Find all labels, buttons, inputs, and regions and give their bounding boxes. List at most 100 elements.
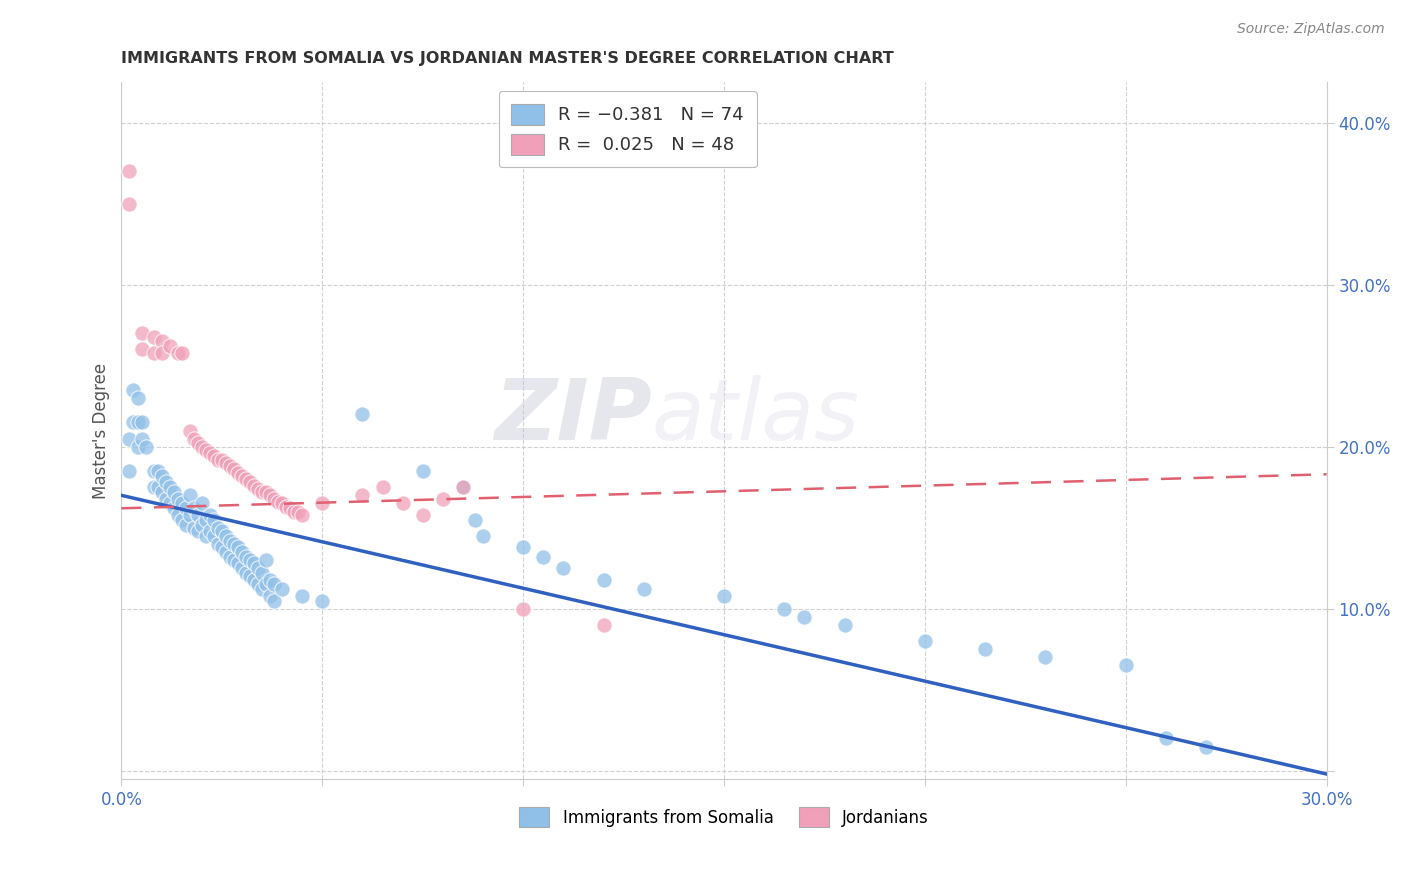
- Point: [219, 459, 242, 474]
- Point: [191, 496, 214, 510]
- Point: [713, 589, 735, 603]
- Point: [131, 326, 153, 341]
- Point: [127, 391, 149, 405]
- Point: [451, 480, 474, 494]
- Point: [271, 496, 294, 510]
- Text: atlas: atlas: [652, 375, 859, 458]
- Point: [231, 561, 253, 575]
- Point: [235, 472, 257, 486]
- Point: [263, 593, 285, 607]
- Legend: Immigrants from Somalia, Jordanians: Immigrants from Somalia, Jordanians: [513, 801, 935, 833]
- Point: [215, 545, 238, 559]
- Point: [259, 589, 281, 603]
- Point: [247, 482, 270, 496]
- Point: [773, 601, 796, 615]
- Point: [592, 618, 614, 632]
- Point: [226, 540, 249, 554]
- Point: [291, 589, 314, 603]
- Point: [267, 495, 290, 509]
- Point: [150, 469, 173, 483]
- Text: Source: ZipAtlas.com: Source: ZipAtlas.com: [1237, 22, 1385, 37]
- Point: [122, 383, 145, 397]
- Point: [191, 517, 214, 532]
- Point: [118, 164, 141, 178]
- Point: [231, 469, 253, 483]
- Point: [412, 464, 434, 478]
- Point: [222, 462, 245, 476]
- Point: [276, 500, 298, 514]
- Point: [159, 496, 181, 510]
- Point: [512, 601, 534, 615]
- Point: [207, 537, 229, 551]
- Point: [194, 513, 217, 527]
- Point: [155, 475, 177, 490]
- Point: [278, 501, 301, 516]
- Point: [834, 618, 856, 632]
- Point: [391, 496, 413, 510]
- Point: [211, 452, 233, 467]
- Point: [215, 529, 238, 543]
- Point: [187, 436, 209, 450]
- Point: [219, 549, 242, 564]
- Point: [254, 553, 277, 567]
- Point: [250, 566, 273, 581]
- Point: [202, 450, 225, 464]
- Point: [131, 343, 153, 357]
- Point: [194, 529, 217, 543]
- Point: [1195, 739, 1218, 754]
- Point: [254, 485, 277, 500]
- Point: [170, 345, 193, 359]
- Point: [166, 345, 188, 359]
- Point: [146, 480, 169, 494]
- Point: [243, 478, 266, 492]
- Point: [243, 573, 266, 587]
- Point: [187, 524, 209, 538]
- Point: [283, 504, 305, 518]
- Point: [250, 582, 273, 597]
- Point: [271, 582, 294, 597]
- Point: [222, 553, 245, 567]
- Point: [202, 513, 225, 527]
- Point: [183, 521, 205, 535]
- Point: [215, 456, 238, 470]
- Point: [150, 485, 173, 500]
- Point: [211, 524, 233, 538]
- Point: [250, 485, 273, 500]
- Point: [174, 517, 197, 532]
- Point: [235, 566, 257, 581]
- Text: ZIP: ZIP: [494, 375, 652, 458]
- Point: [259, 488, 281, 502]
- Point: [163, 485, 186, 500]
- Point: [159, 480, 181, 494]
- Point: [1154, 731, 1177, 746]
- Point: [166, 508, 188, 522]
- Point: [231, 545, 253, 559]
- Point: [207, 452, 229, 467]
- Point: [202, 529, 225, 543]
- Point: [263, 577, 285, 591]
- Point: [198, 524, 221, 538]
- Point: [131, 432, 153, 446]
- Point: [118, 196, 141, 211]
- Point: [512, 540, 534, 554]
- Point: [247, 561, 270, 575]
- Point: [194, 442, 217, 457]
- Point: [150, 334, 173, 349]
- Point: [150, 345, 173, 359]
- Point: [211, 540, 233, 554]
- Point: [142, 345, 165, 359]
- Point: [146, 464, 169, 478]
- Point: [1115, 658, 1137, 673]
- Point: [472, 529, 495, 543]
- Point: [118, 432, 141, 446]
- Point: [239, 475, 262, 490]
- Point: [287, 504, 309, 518]
- Point: [235, 549, 257, 564]
- Point: [974, 642, 997, 657]
- Point: [226, 557, 249, 571]
- Point: [1035, 650, 1057, 665]
- Point: [239, 553, 262, 567]
- Text: IMMIGRANTS FROM SOMALIA VS JORDANIAN MASTER'S DEGREE CORRELATION CHART: IMMIGRANTS FROM SOMALIA VS JORDANIAN MAS…: [121, 51, 894, 66]
- Point: [198, 508, 221, 522]
- Point: [592, 573, 614, 587]
